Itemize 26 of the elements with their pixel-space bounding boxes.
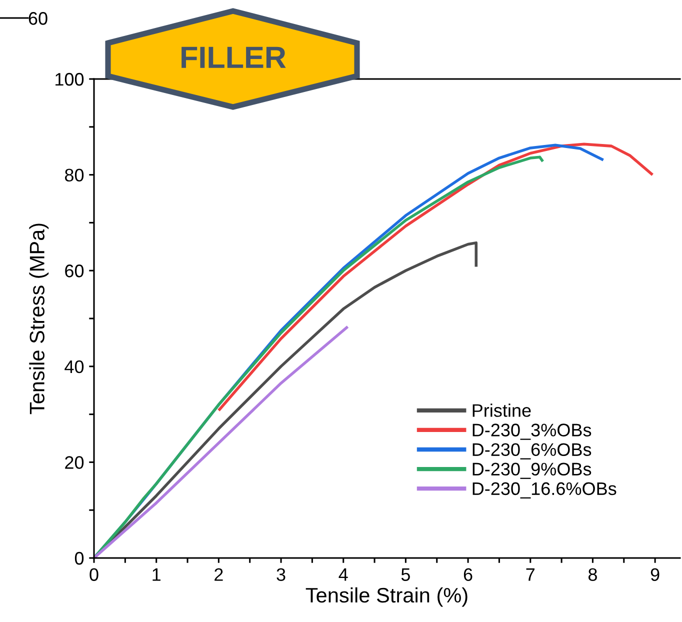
- y-tick-label: 60: [65, 264, 84, 278]
- x-tick-label: 9: [650, 568, 660, 581]
- x-tick-label: 4: [338, 568, 348, 581]
- y-tick-label: 100: [56, 72, 84, 86]
- x-tick-label: 5: [401, 568, 410, 581]
- x-axis-title: Tensile Strain (%): [306, 587, 468, 607]
- text: 60: [28, 12, 48, 25]
- legend-label: Pristine: [472, 404, 531, 417]
- line-series: [94, 325, 350, 558]
- y-axis-title: Tensile Stress (MPa): [29, 224, 49, 414]
- legend-label: D-230_6%OBs: [472, 443, 592, 460]
- x-tick-label: 0: [90, 568, 98, 581]
- x-tick-label: 3: [276, 568, 286, 581]
- legend-label: D-230_3%OBs: [472, 424, 592, 440]
- y-tick-label: 20: [65, 456, 84, 469]
- x-tick-label: 8: [588, 568, 597, 581]
- y-tick-label: 0: [74, 552, 84, 565]
- y-tick-label: 40: [64, 360, 84, 374]
- x-tick-label: 1: [152, 568, 160, 581]
- legend-label: D-230_16.6%OBs: [472, 482, 616, 498]
- x-tick-label: 6: [464, 568, 472, 581]
- text: FILLER: [182, 46, 286, 68]
- x-tick-label: 2: [214, 568, 223, 581]
- legend-label: D-230_9%OBs: [472, 462, 592, 479]
- y-tick-label: 80: [64, 168, 84, 182]
- x-tick-label: 7: [526, 568, 534, 581]
